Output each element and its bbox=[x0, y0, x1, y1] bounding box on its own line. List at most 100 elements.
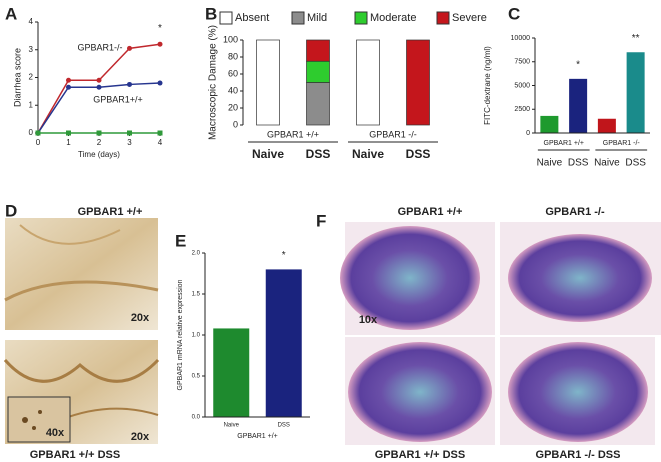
marker bbox=[35, 130, 41, 136]
magnification: 10x bbox=[359, 314, 378, 326]
marker bbox=[157, 130, 163, 136]
y-tick-label: 20 bbox=[228, 102, 238, 112]
y-tick-label: 0 bbox=[526, 130, 530, 137]
x-tick-label: Naive bbox=[252, 147, 284, 161]
significance: * bbox=[158, 23, 162, 34]
y-tick-label: 0 bbox=[29, 128, 34, 137]
x-tick-label: Naive bbox=[224, 423, 240, 429]
y-tick-label: 1.0 bbox=[192, 333, 201, 339]
y-tick-label: 60 bbox=[228, 68, 238, 78]
bar-segment bbox=[306, 60, 330, 83]
legend-swatch bbox=[291, 11, 305, 25]
legend-label: Absent bbox=[235, 12, 269, 24]
y-tick-label: 1.5 bbox=[192, 292, 201, 298]
legend-swatch bbox=[436, 11, 450, 25]
y-tick-label: 3 bbox=[29, 45, 34, 54]
series-label: GPBAR1+/+ bbox=[93, 94, 143, 104]
bar bbox=[626, 52, 645, 133]
marker bbox=[96, 77, 102, 83]
magnification: 20x bbox=[131, 312, 150, 324]
y-tick-label: 2 bbox=[29, 73, 34, 82]
caption: GPBAR1 +/+ DSS bbox=[30, 449, 120, 461]
x-axis-label: Time (days) bbox=[78, 150, 120, 159]
y-tick-label: 1 bbox=[29, 100, 34, 109]
x-tick-label: DSS bbox=[568, 158, 589, 169]
marker bbox=[66, 130, 71, 136]
legend-label: Severe bbox=[452, 12, 487, 24]
x-tick-label: 1 bbox=[66, 138, 71, 147]
y-tick-label: 5000 bbox=[514, 82, 530, 89]
x-tick-label: DSS bbox=[406, 147, 431, 161]
x-axis-label: GPBAR1 +/+ bbox=[237, 433, 277, 440]
bar bbox=[265, 269, 302, 417]
panel-title: GPBAR1 +/+ bbox=[398, 206, 463, 218]
significance: ** bbox=[632, 33, 640, 44]
group-label: GPBAR1 -/- bbox=[369, 129, 417, 139]
y-tick-label: 10000 bbox=[511, 35, 531, 42]
y-tick-label: 100 bbox=[223, 34, 238, 44]
panel-letter: A bbox=[5, 4, 17, 23]
y-axis-label: Diarrhea score bbox=[12, 48, 22, 107]
group-label: GPBAR1 -/- bbox=[603, 140, 641, 147]
legend-swatch bbox=[354, 11, 368, 25]
series-label: GPBAR1-/- bbox=[77, 42, 122, 52]
significance: * bbox=[576, 59, 580, 70]
marker bbox=[66, 77, 71, 83]
y-tick-label: 80 bbox=[228, 51, 238, 61]
y-tick-label: 2.0 bbox=[192, 251, 201, 257]
caption: GPBAR1 -/- DSS bbox=[536, 449, 621, 461]
x-tick-label: DSS bbox=[278, 423, 290, 429]
y-tick-label: 4 bbox=[29, 17, 34, 26]
marker bbox=[127, 81, 132, 87]
micrograph-d bbox=[3, 218, 160, 444]
y-tick-label: 0 bbox=[233, 119, 238, 129]
group-label: GPBAR1 +/+ bbox=[267, 129, 319, 139]
panel-letter: B bbox=[205, 4, 217, 23]
y-axis-label: FITC-dextrane (ng/ml) bbox=[483, 46, 492, 125]
y-axis-label: Macroscopic Damage (%) bbox=[208, 25, 219, 140]
panel-title: GPBAR1 -/- bbox=[545, 206, 605, 218]
caption: GPBAR1 +/+ DSS bbox=[375, 449, 465, 461]
marker bbox=[157, 41, 163, 47]
magnification: 20x bbox=[131, 431, 150, 443]
bar-segment bbox=[306, 82, 330, 126]
x-tick-label: DSS bbox=[306, 147, 331, 161]
bar bbox=[540, 115, 559, 133]
panel-letter: F bbox=[316, 211, 326, 230]
x-tick-label: DSS bbox=[625, 158, 646, 169]
y-tick-label: 40 bbox=[228, 85, 238, 95]
y-tick-label: 0.0 bbox=[192, 415, 201, 421]
marker bbox=[127, 130, 132, 136]
bar bbox=[569, 78, 588, 133]
micrograph-f bbox=[340, 222, 661, 445]
marker bbox=[96, 84, 102, 90]
panel-letter: D bbox=[5, 201, 17, 220]
y-tick-label: 7500 bbox=[514, 59, 530, 66]
marker bbox=[96, 130, 102, 136]
x-tick-label: 0 bbox=[36, 138, 41, 147]
bar bbox=[597, 118, 616, 133]
legend-label: Mild bbox=[307, 12, 327, 24]
group-label: GPBAR1 +/+ bbox=[544, 140, 584, 147]
marker bbox=[157, 80, 163, 86]
magnification: 40x bbox=[46, 427, 65, 439]
legend-label: Moderate bbox=[370, 12, 416, 24]
line bbox=[37, 82, 161, 134]
bar bbox=[213, 328, 250, 417]
x-tick-label: 4 bbox=[158, 138, 163, 147]
x-tick-label: Naive bbox=[594, 158, 620, 169]
bar-segment bbox=[356, 39, 380, 126]
bar-segment bbox=[406, 39, 430, 126]
marker bbox=[66, 84, 71, 90]
x-tick-label: 3 bbox=[127, 138, 132, 147]
x-tick-label: Naive bbox=[537, 158, 563, 169]
bar-segment bbox=[306, 39, 330, 62]
legend-swatch bbox=[219, 11, 233, 25]
y-tick-label: 2500 bbox=[514, 106, 530, 113]
x-tick-label: 2 bbox=[97, 138, 102, 147]
bar-segment bbox=[256, 39, 280, 126]
panel-letter: E bbox=[175, 231, 186, 250]
panel-letter: C bbox=[508, 4, 520, 23]
x-tick-label: Naive bbox=[352, 147, 384, 161]
